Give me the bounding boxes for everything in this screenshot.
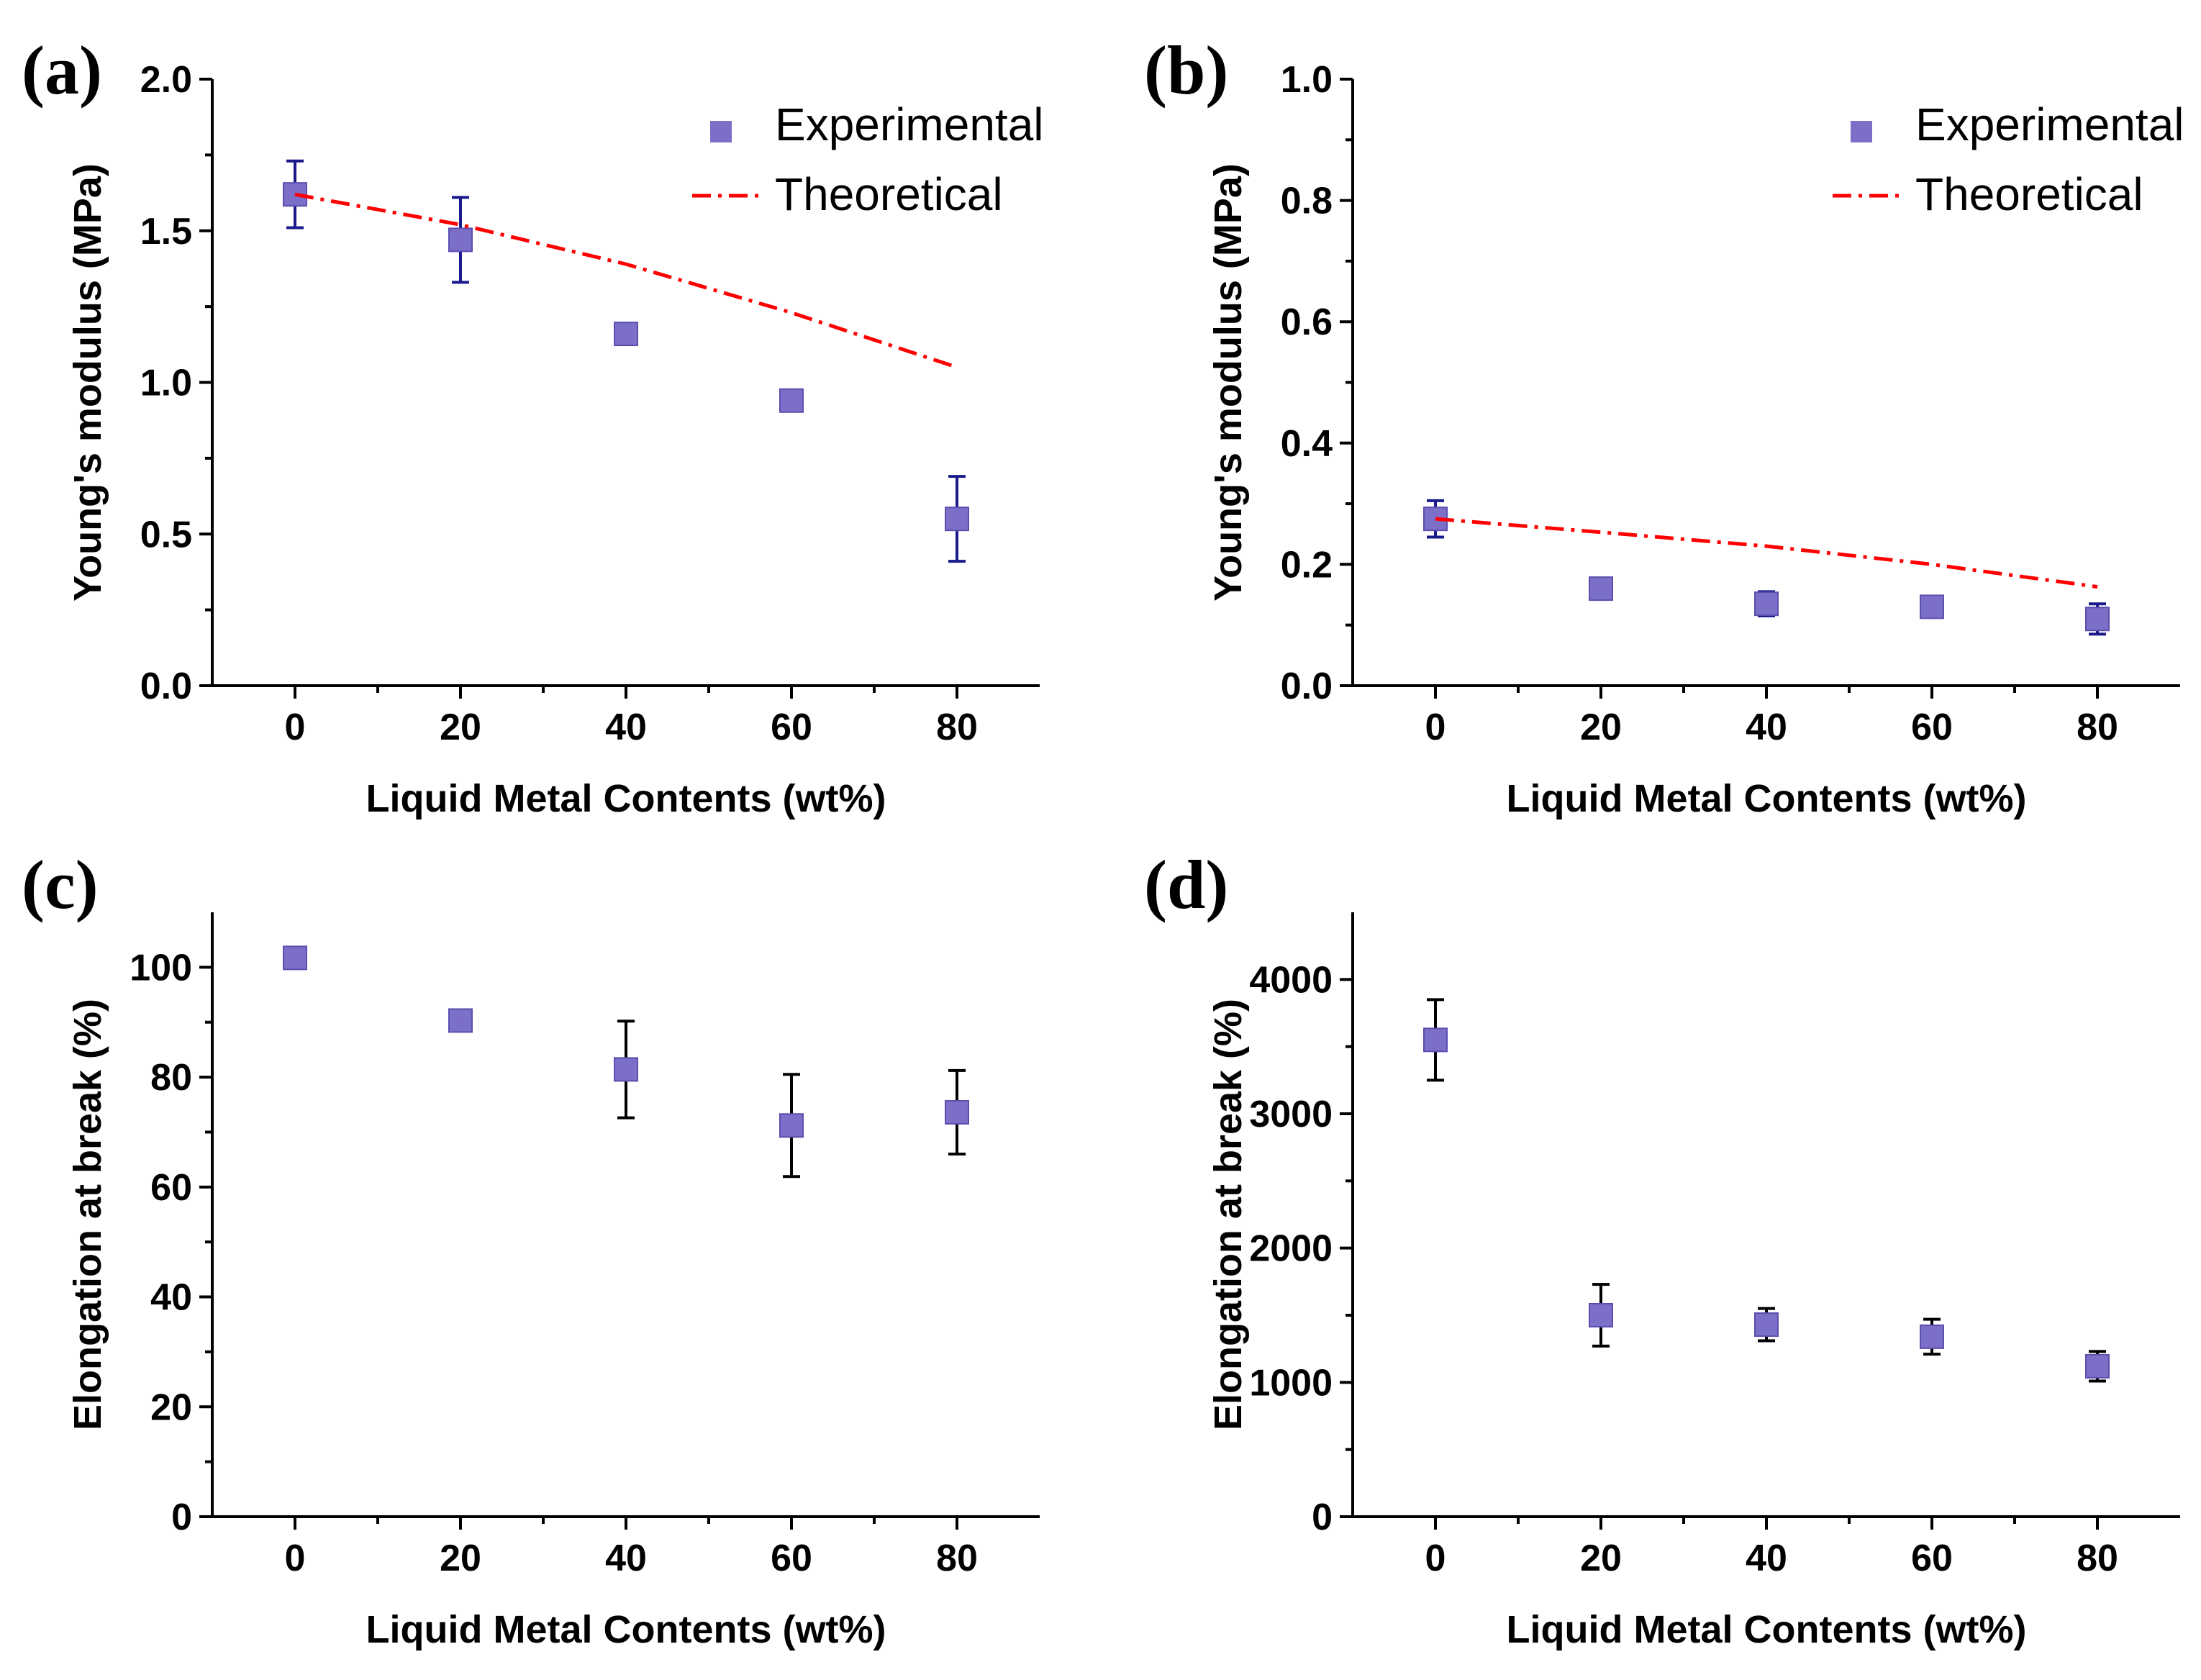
x-tick-label: 60 [771,1538,812,1579]
x-tick-label: 0 [285,1538,306,1579]
chart-panel-2: (c) 0 20 40 60 80 0 20 40 60 80 100 Liquid Metal Con… [22,846,1040,1651]
y-tick-label: 100 [130,947,192,989]
chart-panel-3: (d) 0 20 40 60 80 0 1000 2000 3000 4000 Liquid Meta… [1144,846,2180,1651]
data-point [2085,607,2110,632]
legend-marker-experimental [710,121,732,142]
x-tick-label: 60 [1911,707,1953,748]
y-tick-label: 40 [150,1277,192,1319]
chart-panel-0: (a) 0 20 40 60 80 0.0 0.5 1.0 1.5 2.0 Liquid Metal … [22,32,1044,820]
x-tick-label: 0 [285,707,306,748]
x-axis-title: Liquid Metal Contents (wt%) [366,777,886,820]
panel-letter: (c) [22,846,99,923]
x-tick-label: 80 [936,1538,978,1579]
y-tick-label: 0.5 [140,514,192,555]
data-point [448,1008,473,1033]
x-tick-label: 40 [1746,1538,1787,1579]
y-tick-label: 0.0 [1281,666,1333,707]
legend-label-experimental: Experimental [775,99,1044,150]
y-tick-label: 1.0 [1281,59,1333,101]
data-point [1589,1303,1613,1327]
y-tick-label: 80 [150,1057,192,1099]
panel-letter: (a) [22,32,102,109]
data-point [614,1057,638,1082]
y-tick-label: 0.2 [1281,544,1333,586]
y-tick-label: 2000 [1249,1228,1333,1270]
x-tick-label: 20 [440,1538,481,1579]
data-point [614,322,638,347]
x-tick-label: 0 [1425,1538,1446,1579]
y-axis-title: Elongation at break (%) [66,999,109,1430]
x-tick-label: 60 [771,707,812,748]
data-point [779,1113,804,1138]
y-axis-title: Young's modulus (MPa) [66,163,109,601]
panel-letter: (d) [1144,846,1228,923]
y-tick-label: 1.0 [140,363,192,404]
x-tick-label: 20 [1580,1538,1622,1579]
data-point [945,1099,969,1125]
panel-letter: (b) [1144,32,1228,109]
y-tick-label: 4000 [1249,959,1333,1001]
y-tick-label: 0.0 [140,666,192,707]
x-tick-label: 80 [2077,1538,2118,1579]
x-tick-label: 80 [936,707,978,748]
data-point [1754,591,1779,617]
y-tick-label: 20 [150,1386,192,1428]
x-tick-label: 60 [1911,1538,1953,1579]
legend-label-theoretical: Theoretical [1915,168,2143,220]
data-point [1754,1312,1779,1338]
y-tick-label: 3000 [1249,1094,1333,1135]
x-tick-label: 40 [1746,707,1787,748]
legend-marker-experimental [1851,121,1872,142]
data-point [1423,1027,1448,1053]
y-tick-label: 0.8 [1281,181,1333,222]
x-tick-label: 40 [605,1538,647,1579]
chart-panel-1: (b) 0 20 40 60 80 0.0 0.2 0.4 0.6 0.8 1.0 Liquid Met… [1144,32,2184,820]
y-axis-title: Elongation at break (%) [1207,999,1250,1430]
y-tick-label: 60 [150,1167,192,1209]
y-tick-label: 1000 [1249,1362,1333,1404]
theoretical-series-line [1435,517,2098,589]
x-axis-title: Liquid Metal Contents (wt%) [366,1608,886,1651]
x-axis-title: Liquid Metal Contents (wt%) [1507,777,2027,820]
legend-label-experimental: Experimental [1915,99,2184,150]
y-tick-label: 0.6 [1281,301,1333,343]
x-tick-label: 80 [2077,707,2118,748]
data-point [779,388,804,413]
data-point [2085,1353,2110,1379]
x-axis-title: Liquid Metal Contents (wt%) [1507,1608,2027,1651]
x-tick-label: 20 [1580,707,1622,748]
y-tick-label: 0 [1312,1497,1333,1538]
data-point [448,227,473,253]
data-point [945,507,969,532]
y-tick-label: 0.4 [1281,423,1333,465]
y-tick-label: 1.5 [140,211,192,253]
y-axis-title: Young's modulus (MPa) [1207,163,1250,601]
theoretical-series-line [294,192,958,369]
x-tick-label: 40 [605,707,647,748]
legend-label-theoretical: Theoretical [775,168,1003,220]
x-tick-label: 20 [440,707,481,748]
data-point [1920,1324,1944,1349]
data-point [283,945,307,971]
data-point [1920,594,1944,619]
x-tick-label: 0 [1425,707,1446,748]
data-point [1589,576,1613,601]
y-tick-label: 0 [171,1497,192,1538]
y-tick-label: 2.0 [140,59,192,101]
